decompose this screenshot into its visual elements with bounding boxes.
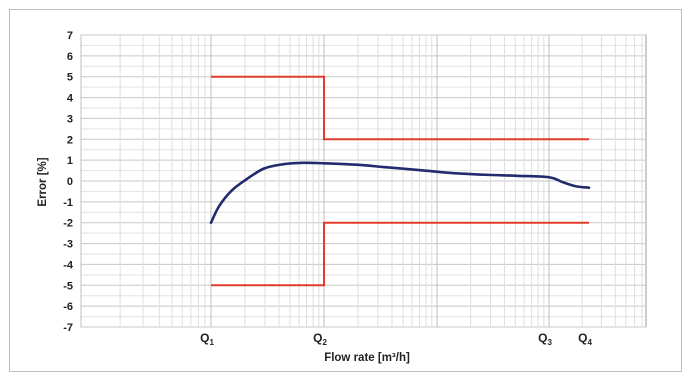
error-curve — [209, 161, 591, 225]
y-tick-label: 3 — [67, 113, 73, 125]
y-axis-title: Error [%] — [37, 157, 49, 206]
y-tick-label: 6 — [67, 51, 73, 63]
y-tick-label: -3 — [63, 239, 73, 251]
upper-limit-line — [211, 75, 589, 141]
lower-limit-line — [211, 221, 589, 287]
y-tick-labels: 7 6 5 4 3 2 1 0 -1 -2 -3 -4 -5 -6 -7 — [63, 30, 74, 334]
y-tick-label: -2 — [63, 218, 73, 230]
y-tick-label: 7 — [67, 30, 73, 42]
y-tick-label: -1 — [63, 197, 73, 209]
error-limits — [211, 75, 589, 287]
x-tick-label: Q1 — [200, 331, 214, 347]
y-tick-label: 4 — [67, 93, 74, 105]
x-tick-labels: Q1 Q2 Q3 Q4 — [200, 331, 592, 347]
y-tick-label: -5 — [63, 280, 73, 292]
x-tick-label: Q3 — [538, 331, 552, 347]
y-tick-label: 5 — [67, 72, 73, 84]
y-tick-label: -7 — [63, 322, 73, 334]
error-curve-line — [209, 161, 591, 225]
y-tick-label: 0 — [67, 176, 73, 188]
y-tick-label: 2 — [67, 134, 73, 146]
y-tick-label: -6 — [63, 301, 73, 313]
x-tick-label: Q4 — [578, 331, 592, 347]
x-axis-title: Flow rate [m³/h] — [324, 352, 410, 364]
x-tick-label: Q2 — [313, 331, 327, 347]
y-tick-label: 1 — [67, 155, 73, 167]
y-tick-label: -4 — [63, 259, 74, 271]
grid — [80, 34, 647, 328]
